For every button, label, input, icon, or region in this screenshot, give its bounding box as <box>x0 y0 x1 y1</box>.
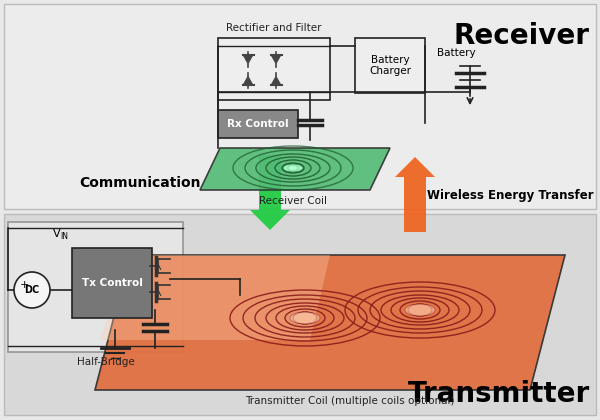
Text: Wireless Energy Transfer: Wireless Energy Transfer <box>427 189 593 202</box>
Text: +: + <box>19 280 29 290</box>
Polygon shape <box>271 76 281 85</box>
Ellipse shape <box>290 312 320 324</box>
Polygon shape <box>243 76 253 85</box>
FancyArrow shape <box>395 157 435 232</box>
Ellipse shape <box>283 164 303 172</box>
Polygon shape <box>243 55 253 64</box>
Text: V: V <box>53 229 61 239</box>
FancyArrow shape <box>250 155 290 230</box>
Text: Half-Bridge: Half-Bridge <box>77 357 134 367</box>
Text: Rx Control: Rx Control <box>227 119 289 129</box>
Polygon shape <box>95 255 565 390</box>
Text: Rectifier and Filter: Rectifier and Filter <box>226 23 322 33</box>
Text: Battery
Charger: Battery Charger <box>369 55 411 76</box>
Bar <box>355 38 425 93</box>
Text: Battery: Battery <box>437 48 476 58</box>
Text: Communication: Communication <box>79 176 201 190</box>
Bar <box>8 222 183 352</box>
Text: Receiver: Receiver <box>454 22 590 50</box>
Bar <box>4 4 596 209</box>
Text: IN: IN <box>60 232 68 241</box>
Bar <box>218 38 330 100</box>
Text: Receiver Coil: Receiver Coil <box>259 196 327 206</box>
Ellipse shape <box>288 165 298 171</box>
Ellipse shape <box>14 272 50 308</box>
Text: Transmitter: Transmitter <box>408 380 590 408</box>
Polygon shape <box>271 55 281 64</box>
Polygon shape <box>200 148 390 190</box>
Bar <box>4 214 596 415</box>
Bar <box>218 110 298 138</box>
Polygon shape <box>100 255 330 340</box>
Text: Transmitter Coil (multiple coils optional): Transmitter Coil (multiple coils optiona… <box>245 396 455 406</box>
Text: DC: DC <box>25 285 40 295</box>
Ellipse shape <box>405 304 435 316</box>
Text: Tx Control: Tx Control <box>82 278 142 288</box>
Bar <box>72 248 152 318</box>
